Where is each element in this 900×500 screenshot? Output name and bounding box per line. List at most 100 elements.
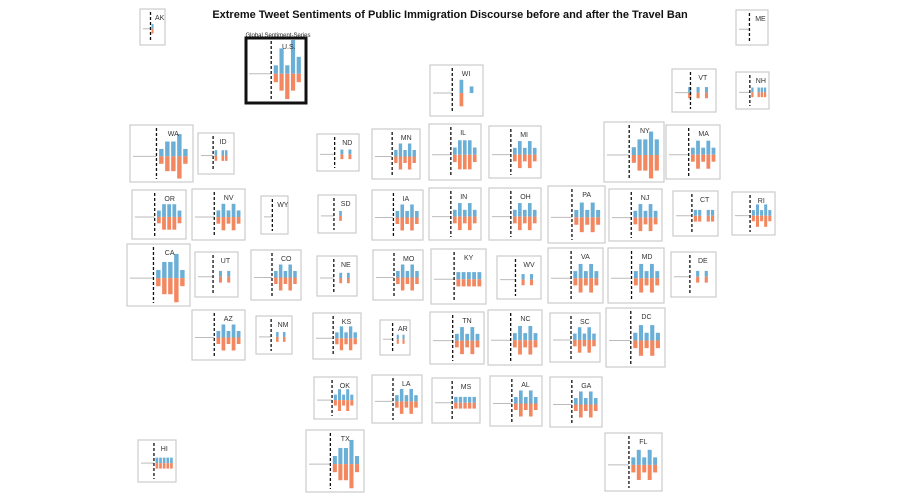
neg-bar <box>348 338 353 351</box>
pos-bar <box>512 333 517 341</box>
neg-bar <box>221 217 226 231</box>
pos-bar <box>454 396 458 403</box>
state-code: SC <box>580 319 590 326</box>
tile-frame <box>194 251 239 298</box>
pos-bar <box>216 210 221 218</box>
pos-bar <box>711 209 715 216</box>
neg-bar <box>168 278 173 295</box>
state-code: LA <box>402 381 411 388</box>
pos-bar <box>579 391 583 405</box>
pos-bar <box>650 325 655 341</box>
neg-bar <box>162 216 166 230</box>
neg-bar <box>533 403 538 410</box>
tile-ny: NY <box>603 121 665 183</box>
state-code: NJ <box>641 195 650 202</box>
pos-bar <box>335 332 339 339</box>
pos-bar <box>279 48 284 74</box>
pos-bar <box>165 141 170 157</box>
pos-bar <box>400 264 405 278</box>
neg-bar <box>475 340 480 348</box>
pos-bar <box>231 324 236 338</box>
state-code: KS <box>342 319 352 326</box>
pos-bar <box>283 271 288 278</box>
neg-bar <box>342 400 346 406</box>
neg-bar <box>285 73 290 100</box>
tile-frame <box>317 194 357 234</box>
neg-bar <box>396 339 399 344</box>
state-code: HI <box>161 446 168 453</box>
neg-bar <box>403 156 407 163</box>
pos-bar <box>533 397 538 404</box>
neg-bar <box>395 401 399 408</box>
tile-az: AZ <box>191 309 246 361</box>
pos-bar <box>405 211 409 218</box>
state-code: MN <box>401 135 412 142</box>
state-code: WA <box>168 131 179 138</box>
pos-bar <box>633 332 638 341</box>
neg-bar <box>283 277 288 284</box>
pos-bar <box>706 140 711 155</box>
tile-md: MD <box>607 247 665 304</box>
neg-bar <box>410 277 414 291</box>
neg-bar <box>582 339 587 347</box>
neg-bar <box>592 339 596 347</box>
neg-bar <box>633 217 638 225</box>
neg-bar <box>348 154 352 160</box>
tile-de: DE <box>670 251 717 298</box>
tile-tx: TX <box>305 429 365 493</box>
pos-bar <box>649 263 654 279</box>
pos-bar <box>655 332 660 341</box>
neg-bar <box>395 217 400 224</box>
state-code: MD <box>642 254 653 261</box>
neg-bar <box>529 279 534 286</box>
tile-wv: WV <box>496 255 542 300</box>
pos-bar <box>532 209 537 217</box>
neg-bar <box>412 156 416 163</box>
pos-bar <box>693 209 697 216</box>
neg-bar <box>693 215 697 222</box>
pos-bar <box>523 333 528 341</box>
pos-bar <box>594 271 599 279</box>
neg-bar <box>340 154 344 160</box>
neg-bar <box>332 464 337 473</box>
neg-bar <box>216 337 221 344</box>
pos-bar <box>644 332 649 341</box>
pos-bar <box>760 87 764 93</box>
neg-bar <box>218 276 222 283</box>
pos-bar <box>236 210 241 218</box>
tile-frame <box>428 187 482 241</box>
neg-bar <box>573 339 577 347</box>
pos-bar <box>177 210 182 217</box>
neg-bar <box>183 156 188 164</box>
pos-bar <box>403 150 407 157</box>
tile-ok: OK <box>313 376 358 420</box>
state-code: AL <box>521 382 530 389</box>
pos-bar <box>156 210 161 217</box>
neg-bar <box>522 216 527 224</box>
neg-bar <box>394 156 398 163</box>
pos-bar <box>333 394 337 401</box>
pos-bar <box>583 271 588 279</box>
neg-bar <box>338 464 343 481</box>
tile-ms: MS <box>431 377 481 424</box>
pos-bar <box>467 396 472 403</box>
pos-bar <box>592 333 596 340</box>
pos-bar <box>472 396 476 403</box>
tile-frame <box>255 315 293 355</box>
pos-bar <box>643 210 648 218</box>
tile-mi: MI <box>488 125 542 179</box>
neg-bar <box>594 278 599 286</box>
neg-bar <box>226 337 231 344</box>
tile-ne: NE <box>316 255 358 297</box>
neg-bar <box>346 278 350 284</box>
neg-bar <box>583 278 588 286</box>
state-code: MI <box>520 132 528 139</box>
tile-vt: VT <box>671 68 717 113</box>
neg-bar <box>587 339 591 353</box>
neg-bar <box>459 93 464 107</box>
tile-mn: MN <box>371 128 421 180</box>
state-code: OR <box>164 196 175 203</box>
tile-sd: SD <box>317 194 357 234</box>
pos-bar <box>293 271 297 278</box>
pos-bar <box>183 148 188 157</box>
